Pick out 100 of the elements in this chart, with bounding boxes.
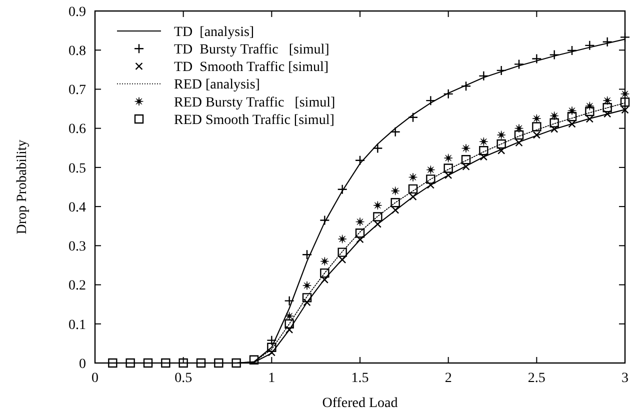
point xyxy=(266,335,277,346)
point xyxy=(303,298,311,306)
legend-label: RED [analysis] xyxy=(174,78,260,93)
y-tick-label: 0.9 xyxy=(68,4,86,20)
y-tick-label: 0 xyxy=(79,356,86,372)
point xyxy=(602,96,612,105)
point xyxy=(354,155,366,166)
x-tick-label: 1 xyxy=(268,371,276,386)
x-tick-label: 3 xyxy=(622,371,628,386)
point xyxy=(566,45,578,56)
x-axis-title: Offered Load xyxy=(322,396,398,411)
point xyxy=(338,256,346,264)
point xyxy=(249,355,259,364)
point xyxy=(356,236,364,244)
point xyxy=(444,154,453,162)
point xyxy=(284,296,294,306)
point xyxy=(161,358,170,368)
legend-label: RED Smooth Traffic [simul] xyxy=(174,112,334,128)
point xyxy=(408,184,418,194)
point xyxy=(602,103,612,112)
point xyxy=(338,234,347,244)
point xyxy=(320,276,328,284)
point xyxy=(620,98,630,107)
point xyxy=(549,50,560,60)
point xyxy=(479,146,488,156)
point xyxy=(515,139,523,147)
point xyxy=(320,256,330,266)
y-tick-label: 0.7 xyxy=(68,83,86,98)
point xyxy=(390,186,400,196)
point xyxy=(532,114,542,123)
point xyxy=(409,192,417,201)
point xyxy=(496,130,506,140)
point xyxy=(320,268,330,278)
point xyxy=(550,118,559,128)
legend-label: TD Smooth Traffic [simul] xyxy=(174,60,329,76)
point xyxy=(426,165,436,174)
point xyxy=(460,80,472,92)
point xyxy=(568,120,576,128)
x-tick-label: 1.5 xyxy=(351,371,369,386)
point xyxy=(390,126,400,137)
point xyxy=(408,172,418,182)
point xyxy=(108,358,118,368)
point xyxy=(284,319,294,328)
point xyxy=(372,143,383,154)
point xyxy=(390,198,400,208)
point xyxy=(426,95,436,106)
point xyxy=(480,153,488,161)
x-tick-label: 2 xyxy=(444,371,452,386)
point xyxy=(586,115,594,123)
point xyxy=(532,54,542,64)
point xyxy=(550,111,559,120)
point xyxy=(320,215,330,226)
point xyxy=(514,59,524,70)
point xyxy=(426,174,436,184)
y-tick-label: 0.8 xyxy=(68,44,86,60)
x-tick-label: 2.5 xyxy=(528,371,546,386)
point xyxy=(126,358,135,368)
point xyxy=(443,88,454,100)
point xyxy=(373,212,382,222)
x-tick-label: 0 xyxy=(92,371,98,386)
point xyxy=(532,131,540,139)
point xyxy=(196,358,206,368)
point xyxy=(532,122,542,132)
y-tick-label: 0.1 xyxy=(68,318,86,333)
y-tick-label: 0.2 xyxy=(68,278,86,294)
y-axis-title: Drop Probability xyxy=(15,140,30,234)
point xyxy=(514,124,524,133)
point xyxy=(178,358,188,368)
point xyxy=(585,106,594,116)
point xyxy=(496,65,506,76)
point xyxy=(355,228,365,238)
point xyxy=(268,348,276,356)
point xyxy=(496,139,506,149)
point xyxy=(461,155,471,164)
point xyxy=(302,250,312,260)
point xyxy=(286,326,294,334)
point xyxy=(338,248,347,257)
legend-label: TD Bursty Traffic [simul] xyxy=(174,42,330,58)
point xyxy=(479,137,488,146)
point xyxy=(602,36,612,47)
point xyxy=(232,358,241,368)
point xyxy=(337,184,348,194)
point xyxy=(143,358,153,368)
point xyxy=(514,130,524,140)
point xyxy=(498,146,506,154)
point xyxy=(374,220,382,228)
y-tick-label: 0.3 xyxy=(68,240,86,255)
point xyxy=(284,312,294,320)
legend-label: TD [analysis] xyxy=(174,24,254,40)
point xyxy=(373,200,382,210)
y-tick-label: 0.5 xyxy=(68,161,86,176)
point xyxy=(214,358,224,368)
point xyxy=(267,342,276,352)
x-tick-label: 0.5 xyxy=(174,371,192,386)
point xyxy=(621,106,629,114)
point xyxy=(356,217,364,226)
point xyxy=(426,181,434,189)
point xyxy=(604,110,612,118)
point xyxy=(302,293,312,302)
point xyxy=(478,70,489,82)
